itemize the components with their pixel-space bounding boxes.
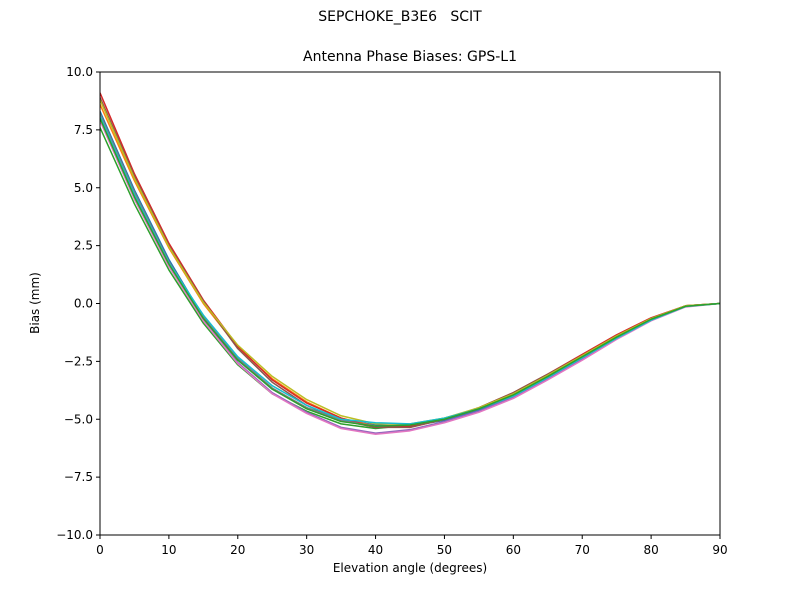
x-axis-label: Elevation angle (degrees) [332,561,488,575]
y-tick-label: 7.5 [74,123,93,137]
series-line-3 [100,92,720,429]
series-line-5 [100,97,720,429]
x-tick-label: 40 [368,543,383,557]
x-tick-label: 20 [230,543,245,557]
chart-title: Antenna Phase Biases: GPS-L1 [303,49,517,65]
y-tick-label: −5.0 [64,412,93,426]
series-line-4 [100,117,720,434]
series-line-6 [100,120,720,436]
x-tick-label: 70 [575,543,590,557]
series-line-10 [100,117,720,427]
figure-suptitle: SEPCHOKE_B3E6 SCIT [318,9,482,25]
series-line-7 [100,113,720,427]
x-tick-label: 30 [299,543,314,557]
series-line-9 [100,115,720,425]
y-tick-label: −7.5 [64,470,93,484]
y-tick-label: 0.0 [74,297,93,311]
x-tick-label: 90 [712,543,727,557]
y-tick-label: −10.0 [56,528,93,542]
series-line-2 [100,127,720,430]
x-tick-label: 10 [161,543,176,557]
y-tick-label: 10.0 [66,65,93,79]
x-tick-label: 60 [506,543,521,557]
x-tick-label: 80 [643,543,658,557]
x-tick-label: 0 [96,543,104,557]
series-line-1 [100,104,720,429]
axes-layer: 0 10 20 30 40 50 60 70 80 90 −10.0 −7.5 −5.0 −2.5 0.0 2… [56,65,727,557]
series-line-0 [100,111,720,427]
series-line-8 [100,99,720,425]
y-tick-label: −2.5 [64,354,93,368]
y-tick-label: 5.0 [74,181,93,195]
x-tick-label: 50 [437,543,452,557]
series-layer [100,92,720,436]
y-tick-label: 2.5 [74,239,93,253]
